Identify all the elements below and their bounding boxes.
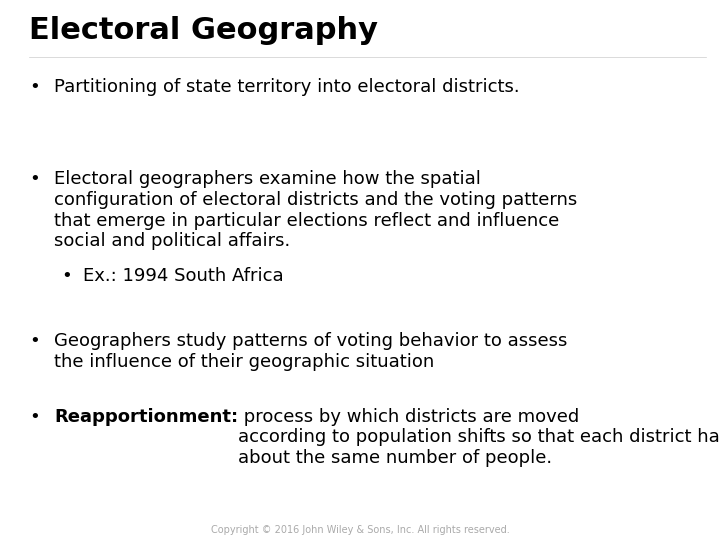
Text: Copyright © 2016 John Wiley & Sons, Inc. All rights reserved.: Copyright © 2016 John Wiley & Sons, Inc.… (211, 524, 509, 535)
Text: Geographers study patterns of voting behavior to assess
the influence of their g: Geographers study patterns of voting beh… (54, 332, 567, 371)
Text: process by which districts are moved
according to population shifts so that each: process by which districts are moved acc… (238, 408, 720, 467)
Text: •: • (61, 267, 72, 285)
Text: Reapportionment:: Reapportionment: (54, 408, 238, 426)
Text: Ex.: 1994 South Africa: Ex.: 1994 South Africa (83, 267, 284, 285)
Text: Electoral Geography: Electoral Geography (29, 16, 378, 45)
Text: •: • (29, 408, 40, 426)
Text: •: • (29, 170, 40, 188)
Text: Electoral geographers examine how the spatial
configuration of electoral distric: Electoral geographers examine how the sp… (54, 170, 577, 251)
Text: Partitioning of state territory into electoral districts.: Partitioning of state territory into ele… (54, 78, 520, 96)
Text: •: • (29, 78, 40, 96)
Text: •: • (29, 332, 40, 350)
